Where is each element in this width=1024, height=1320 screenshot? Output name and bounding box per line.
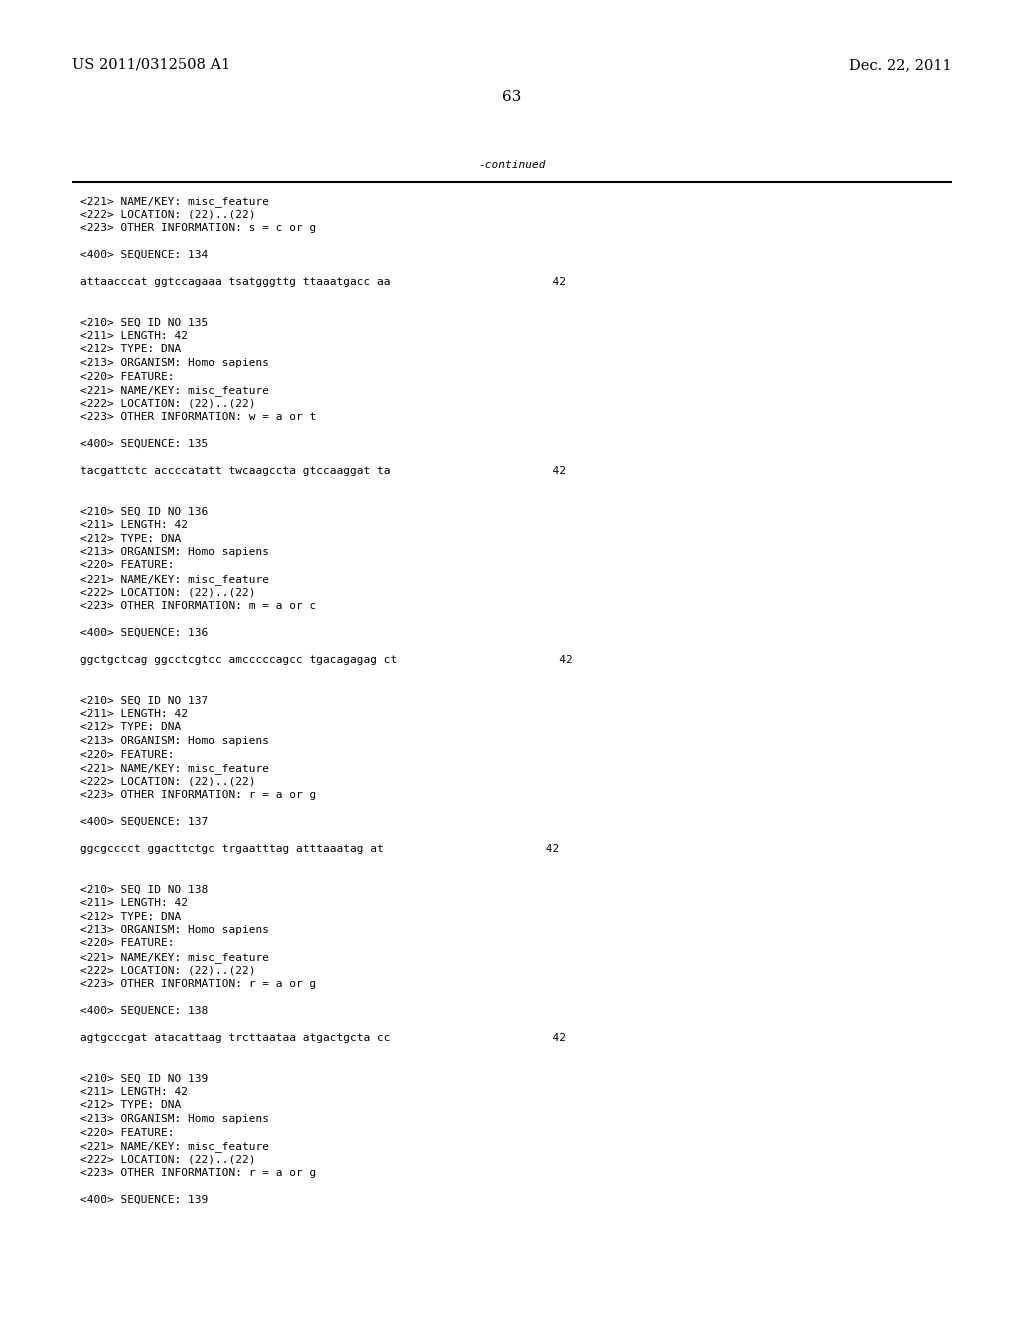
Text: US 2011/0312508 A1: US 2011/0312508 A1: [72, 58, 230, 73]
Text: <220> FEATURE:: <220> FEATURE:: [80, 1127, 174, 1138]
Text: attaacccat ggtccagaaa tsatgggttg ttaaatgacc aa                        42: attaacccat ggtccagaaa tsatgggttg ttaaatg…: [80, 277, 566, 286]
Text: <222> LOCATION: (22)..(22): <222> LOCATION: (22)..(22): [80, 587, 256, 598]
Text: <400> SEQUENCE: 135: <400> SEQUENCE: 135: [80, 440, 208, 449]
Text: <400> SEQUENCE: 136: <400> SEQUENCE: 136: [80, 628, 208, 638]
Text: <221> NAME/KEY: misc_feature: <221> NAME/KEY: misc_feature: [80, 763, 269, 774]
Text: <222> LOCATION: (22)..(22): <222> LOCATION: (22)..(22): [80, 399, 256, 408]
Text: -continued: -continued: [478, 160, 546, 170]
Text: <221> NAME/KEY: misc_feature: <221> NAME/KEY: misc_feature: [80, 952, 269, 962]
Text: ggctgctcag ggcctcgtcc amcccccagcc tgacagagag ct                        42: ggctgctcag ggcctcgtcc amcccccagcc tgacag…: [80, 655, 572, 665]
Text: <211> LENGTH: 42: <211> LENGTH: 42: [80, 1086, 188, 1097]
Text: <212> TYPE: DNA: <212> TYPE: DNA: [80, 912, 181, 921]
Text: <213> ORGANISM: Homo sapiens: <213> ORGANISM: Homo sapiens: [80, 737, 269, 746]
Text: agtgcccgat atacattaag trcttaataa atgactgcta cc                        42: agtgcccgat atacattaag trcttaataa atgactg…: [80, 1034, 566, 1043]
Text: <400> SEQUENCE: 134: <400> SEQUENCE: 134: [80, 249, 208, 260]
Text: <223> OTHER INFORMATION: s = c or g: <223> OTHER INFORMATION: s = c or g: [80, 223, 316, 234]
Text: <213> ORGANISM: Homo sapiens: <213> ORGANISM: Homo sapiens: [80, 546, 269, 557]
Text: <400> SEQUENCE: 139: <400> SEQUENCE: 139: [80, 1195, 208, 1205]
Text: <222> LOCATION: (22)..(22): <222> LOCATION: (22)..(22): [80, 210, 256, 219]
Text: <212> TYPE: DNA: <212> TYPE: DNA: [80, 1101, 181, 1110]
Text: ggcgcccct ggacttctgc trgaatttag atttaaatag at                        42: ggcgcccct ggacttctgc trgaatttag atttaaat…: [80, 843, 559, 854]
Text: <211> LENGTH: 42: <211> LENGTH: 42: [80, 331, 188, 341]
Text: <400> SEQUENCE: 137: <400> SEQUENCE: 137: [80, 817, 208, 828]
Text: <223> OTHER INFORMATION: r = a or g: <223> OTHER INFORMATION: r = a or g: [80, 979, 316, 989]
Text: <210> SEQ ID NO 139: <210> SEQ ID NO 139: [80, 1073, 208, 1084]
Text: <223> OTHER INFORMATION: r = a or g: <223> OTHER INFORMATION: r = a or g: [80, 1168, 316, 1177]
Text: tacgattctc accccatatt twcaagccta gtccaaggat ta                        42: tacgattctc accccatatt twcaagccta gtccaag…: [80, 466, 566, 477]
Text: <210> SEQ ID NO 138: <210> SEQ ID NO 138: [80, 884, 208, 895]
Text: <222> LOCATION: (22)..(22): <222> LOCATION: (22)..(22): [80, 1155, 256, 1164]
Text: <222> LOCATION: (22)..(22): <222> LOCATION: (22)..(22): [80, 965, 256, 975]
Text: <210> SEQ ID NO 136: <210> SEQ ID NO 136: [80, 507, 208, 516]
Text: <220> FEATURE:: <220> FEATURE:: [80, 561, 174, 570]
Text: <212> TYPE: DNA: <212> TYPE: DNA: [80, 533, 181, 544]
Text: <223> OTHER INFORMATION: r = a or g: <223> OTHER INFORMATION: r = a or g: [80, 789, 316, 800]
Text: <221> NAME/KEY: misc_feature: <221> NAME/KEY: misc_feature: [80, 574, 269, 585]
Text: <220> FEATURE:: <220> FEATURE:: [80, 939, 174, 949]
Text: <400> SEQUENCE: 138: <400> SEQUENCE: 138: [80, 1006, 208, 1016]
Text: <210> SEQ ID NO 135: <210> SEQ ID NO 135: [80, 318, 208, 327]
Text: <221> NAME/KEY: misc_feature: <221> NAME/KEY: misc_feature: [80, 195, 269, 207]
Text: <213> ORGANISM: Homo sapiens: <213> ORGANISM: Homo sapiens: [80, 1114, 269, 1125]
Text: <210> SEQ ID NO 137: <210> SEQ ID NO 137: [80, 696, 208, 705]
Text: <220> FEATURE:: <220> FEATURE:: [80, 371, 174, 381]
Text: <223> OTHER INFORMATION: m = a or c: <223> OTHER INFORMATION: m = a or c: [80, 601, 316, 611]
Text: <223> OTHER INFORMATION: w = a or t: <223> OTHER INFORMATION: w = a or t: [80, 412, 316, 422]
Text: <213> ORGANISM: Homo sapiens: <213> ORGANISM: Homo sapiens: [80, 358, 269, 368]
Text: <211> LENGTH: 42: <211> LENGTH: 42: [80, 898, 188, 908]
Text: <221> NAME/KEY: misc_feature: <221> NAME/KEY: misc_feature: [80, 385, 269, 396]
Text: <220> FEATURE:: <220> FEATURE:: [80, 750, 174, 759]
Text: <212> TYPE: DNA: <212> TYPE: DNA: [80, 722, 181, 733]
Text: <211> LENGTH: 42: <211> LENGTH: 42: [80, 520, 188, 531]
Text: <213> ORGANISM: Homo sapiens: <213> ORGANISM: Homo sapiens: [80, 925, 269, 935]
Text: <222> LOCATION: (22)..(22): <222> LOCATION: (22)..(22): [80, 776, 256, 787]
Text: Dec. 22, 2011: Dec. 22, 2011: [849, 58, 952, 73]
Text: <221> NAME/KEY: misc_feature: <221> NAME/KEY: misc_feature: [80, 1140, 269, 1152]
Text: 63: 63: [503, 90, 521, 104]
Text: <212> TYPE: DNA: <212> TYPE: DNA: [80, 345, 181, 355]
Text: <211> LENGTH: 42: <211> LENGTH: 42: [80, 709, 188, 719]
